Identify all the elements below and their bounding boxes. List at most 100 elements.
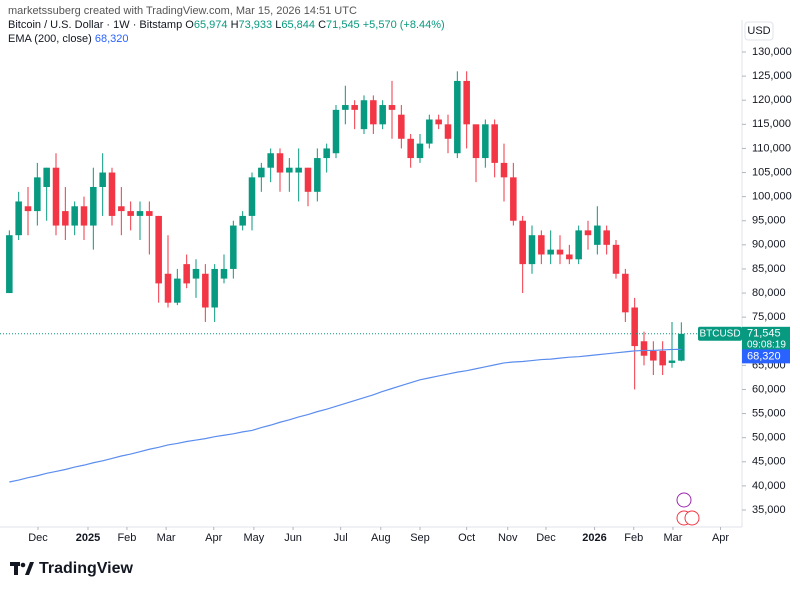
symbol-tag-box — [698, 326, 742, 341]
candle-body — [360, 100, 368, 130]
candle-body — [127, 211, 134, 216]
countdown: 09:08:19 — [747, 339, 786, 350]
y-tick-label: 55,000 — [752, 407, 786, 419]
symbol-tag: BTCUSD — [699, 328, 740, 339]
candle-body — [211, 268, 218, 308]
candle-body — [519, 220, 526, 265]
ema-name: EMA (200, close) — [8, 33, 92, 45]
candle-body — [90, 186, 97, 226]
y-tick-label: 50,000 — [752, 432, 786, 444]
candle-body — [220, 268, 228, 279]
y-tick-label: 95,000 — [752, 215, 786, 227]
candle-body — [398, 114, 405, 139]
candle-body — [650, 350, 657, 361]
y-tick-label: 40,000 — [752, 480, 786, 492]
candle-body — [34, 177, 41, 212]
x-tick-label: Aug — [371, 532, 391, 544]
x-tick-label: Mar — [663, 532, 682, 544]
candle-body — [528, 235, 536, 265]
x-tick-label: Apr — [205, 532, 222, 544]
x-tick-label: Mar — [157, 532, 176, 544]
candle-body — [482, 124, 489, 159]
currency-box — [744, 21, 774, 41]
legend: marketssuberg created with TradingView.c… — [8, 4, 445, 46]
change: +5,570 (+8.44%) — [362, 19, 445, 31]
close-label: C — [318, 19, 327, 31]
candle-body — [276, 153, 284, 173]
candle-body — [622, 273, 629, 313]
candle-body — [99, 172, 106, 187]
y-tick-label: 75,000 — [752, 311, 786, 323]
candle-body — [52, 167, 60, 226]
candle-body — [43, 167, 50, 187]
high-label: H — [230, 19, 239, 31]
y-tick-label: 90,000 — [752, 239, 786, 251]
candle-body — [295, 167, 302, 173]
candle-body — [388, 105, 396, 110]
candle-body — [258, 167, 265, 178]
candle-body — [556, 249, 564, 255]
candle-body — [155, 215, 162, 284]
x-tick-label: May — [243, 532, 264, 544]
candle-body — [678, 333, 685, 361]
open-label: O — [185, 19, 194, 31]
ema-value: 68,320 — [94, 33, 129, 45]
candle-body — [510, 177, 517, 221]
candle-body — [640, 341, 648, 356]
ema-legend: EMA (200, close) 68,320 — [8, 32, 445, 46]
candle-body — [304, 167, 312, 192]
x-tick-label: Jun — [284, 532, 302, 544]
candle-body — [351, 105, 358, 110]
candle-body — [500, 162, 508, 178]
candle-body — [435, 119, 442, 125]
candle-body — [248, 177, 256, 216]
candle-body — [472, 124, 480, 159]
candle-body — [80, 206, 88, 226]
y-tick-label: 85,000 — [752, 263, 786, 275]
logo-text: TradingView — [39, 560, 133, 577]
candle-body — [612, 244, 620, 274]
candle-body — [659, 350, 666, 366]
candle-body — [454, 80, 461, 154]
currency: USD — [747, 25, 770, 37]
candle-body — [407, 138, 414, 159]
candle-body — [267, 153, 274, 168]
x-tick-label: Oct — [458, 532, 475, 544]
x-tick-label: Feb — [624, 532, 643, 544]
candle-body — [192, 268, 200, 279]
y-tick-label: 60,000 — [752, 383, 786, 395]
candle-body — [416, 143, 424, 159]
candle-body — [342, 105, 349, 110]
x-tick-label: Sep — [410, 532, 430, 544]
candle-body — [118, 206, 125, 212]
candle-body — [566, 254, 573, 260]
close: 71,545 — [326, 19, 360, 31]
candle-body — [314, 158, 321, 192]
candle-body — [547, 249, 554, 255]
symbol: Bitcoin / U.S. Dollar · 1W · Bitstamp — [8, 19, 183, 31]
y-tick-label: 35,000 — [752, 504, 786, 516]
y-tick-label: 125,000 — [752, 70, 792, 82]
candle-body — [426, 119, 433, 144]
candle-body — [370, 100, 377, 125]
candle-body — [594, 225, 601, 245]
ema-line — [9, 348, 682, 483]
candle-body — [379, 105, 386, 125]
credit: marketssuberg created with TradingView.c… — [8, 5, 357, 17]
candle-body — [174, 278, 181, 303]
ema-tag: 68,320 — [747, 350, 781, 362]
candle-body — [164, 273, 172, 303]
candle-body — [24, 206, 32, 212]
y-tick-label: 115,000 — [752, 118, 791, 130]
event-icon — [676, 492, 692, 508]
y-tick-label: 105,000 — [752, 166, 792, 178]
x-tick-label: Nov — [498, 532, 518, 544]
candle-body — [575, 230, 582, 260]
candle-body — [62, 211, 69, 226]
candle-body — [286, 167, 293, 173]
candle-body — [6, 235, 13, 294]
x-tick-label: 2026 — [582, 532, 606, 544]
price-tag-box — [742, 326, 790, 352]
